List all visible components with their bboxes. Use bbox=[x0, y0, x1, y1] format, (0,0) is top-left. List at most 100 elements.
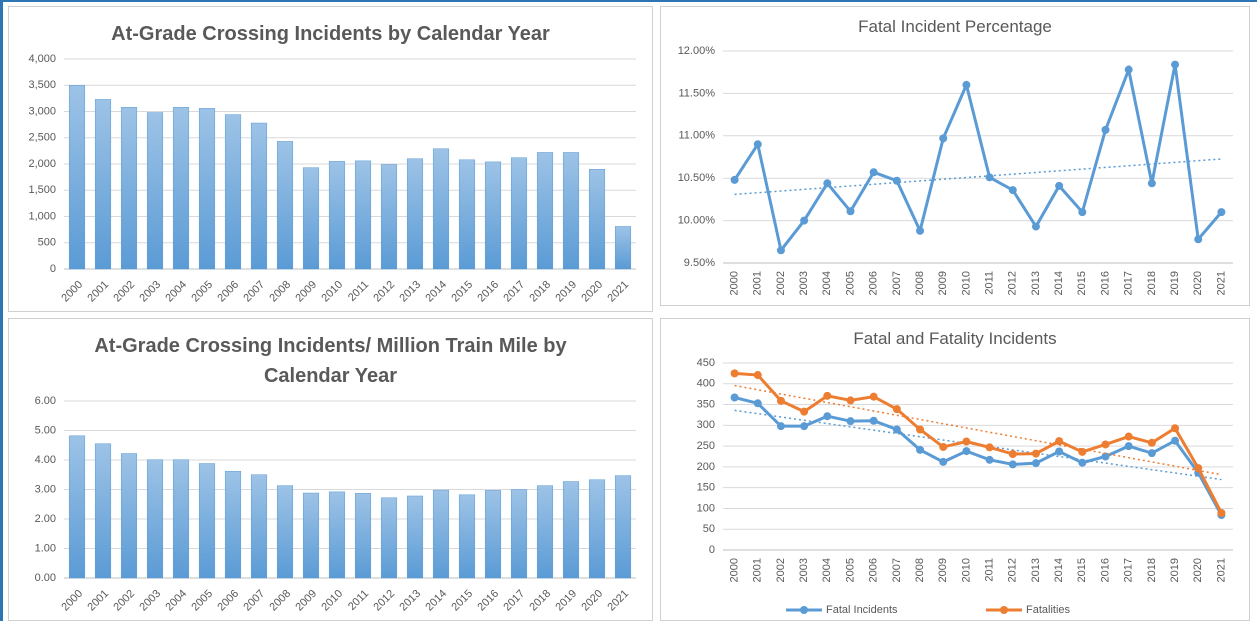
bar bbox=[536, 485, 554, 579]
y-tick-label: 5.00 bbox=[35, 424, 56, 436]
x-tick-label: 2021 bbox=[605, 588, 631, 614]
y-tick-label: 3.00 bbox=[35, 483, 56, 495]
x-tick-label: 2005 bbox=[844, 271, 856, 295]
series-line bbox=[734, 371, 1223, 514]
x-tick-label: 2012 bbox=[1007, 558, 1019, 582]
point bbox=[1171, 424, 1180, 433]
y-tick-label: 500 bbox=[38, 237, 56, 249]
y-tick-label: 0 bbox=[709, 544, 715, 556]
point bbox=[1055, 181, 1064, 190]
x-tick-label: 2006 bbox=[215, 279, 241, 305]
x-tick-label: 2003 bbox=[798, 271, 810, 295]
x-tick-label: 2002 bbox=[775, 271, 787, 295]
x-tick-label: 2019 bbox=[553, 279, 579, 305]
x-tick-label: 2016 bbox=[1099, 271, 1111, 295]
x-tick-label: 2004 bbox=[163, 279, 189, 305]
bar bbox=[536, 152, 554, 270]
point bbox=[753, 399, 762, 408]
x-tick-label: 2008 bbox=[267, 588, 293, 614]
x-tick-label: 2004 bbox=[821, 558, 833, 582]
point bbox=[939, 457, 948, 466]
bar bbox=[562, 152, 580, 270]
x-tick-label: 2019 bbox=[1169, 558, 1181, 582]
bar bbox=[354, 160, 372, 270]
x-tick-label: 2014 bbox=[423, 588, 449, 614]
bar bbox=[94, 99, 112, 270]
point bbox=[916, 226, 925, 235]
x-tick-label: 2013 bbox=[397, 588, 423, 614]
x-tick-label: 2012 bbox=[371, 588, 397, 614]
x-tick-label: 2018 bbox=[527, 279, 553, 305]
bar bbox=[510, 157, 528, 270]
bar bbox=[510, 489, 528, 579]
point bbox=[730, 175, 739, 184]
legend-label: Fatal Incidents bbox=[826, 604, 898, 616]
x-tick-label: 2004 bbox=[163, 588, 189, 614]
bar bbox=[224, 470, 242, 579]
x-tick-label: 2020 bbox=[579, 279, 605, 305]
point bbox=[1124, 65, 1133, 74]
point bbox=[1194, 235, 1203, 244]
y-tick-label: 9.50% bbox=[684, 257, 715, 269]
chart-panel: 0 500 1,000 1,500 2,000 2,500 3,000 3,500 4,000 2… bbox=[8, 6, 653, 312]
point bbox=[753, 140, 762, 149]
x-tick-label: 2013 bbox=[1030, 271, 1042, 295]
x-tick-label: 2012 bbox=[1007, 271, 1019, 295]
point bbox=[1101, 452, 1110, 461]
x-tick-label: 2015 bbox=[449, 588, 475, 614]
point bbox=[776, 246, 785, 255]
bar bbox=[302, 167, 320, 270]
series-line bbox=[733, 64, 1223, 254]
x-tick-label: 2017 bbox=[501, 279, 527, 305]
point bbox=[1008, 450, 1017, 459]
bar bbox=[614, 226, 632, 270]
x-tick-label: 2017 bbox=[1123, 271, 1135, 295]
point bbox=[939, 442, 948, 451]
point bbox=[892, 425, 901, 434]
x-tick-label: 2011 bbox=[346, 588, 371, 613]
chart: 0.00 1.00 2.00 3.00 4.00 5.00 6.00 2000 2001 2002… bbox=[35, 395, 636, 614]
x-tick-label: 2014 bbox=[1053, 271, 1065, 295]
chart-panel: 0.00 1.00 2.00 3.00 4.00 5.00 6.00 2000 2001 2002… bbox=[8, 318, 653, 621]
x-tick-label: 2009 bbox=[937, 558, 949, 582]
bar bbox=[614, 475, 632, 579]
bar bbox=[302, 492, 320, 579]
point bbox=[1031, 449, 1040, 458]
x-tick-label: 2021 bbox=[605, 279, 631, 305]
chart-panel: 9.50% 10.00% 10.50% 11.00% 11.50% 12.00% 2000 2… bbox=[660, 6, 1250, 306]
legend-label: Fatalities bbox=[1026, 604, 1071, 616]
bar bbox=[328, 161, 346, 270]
trend-line bbox=[734, 158, 1222, 196]
bar bbox=[276, 141, 294, 270]
point bbox=[985, 443, 994, 452]
point bbox=[1124, 442, 1133, 451]
bar bbox=[588, 169, 606, 270]
bar bbox=[120, 107, 138, 270]
x-tick-label: 2003 bbox=[137, 588, 163, 614]
y-tick-label: 2,500 bbox=[28, 132, 56, 144]
x-tick-label: 2008 bbox=[914, 558, 926, 582]
y-tick-label: 10.50% bbox=[678, 172, 716, 184]
x-tick-label: 2009 bbox=[937, 271, 949, 295]
x-tick-label: 2005 bbox=[189, 588, 215, 614]
chart-title: Fatal Incident Percentage bbox=[858, 17, 1052, 36]
point bbox=[869, 416, 878, 425]
y-tick-label: 100 bbox=[697, 502, 715, 514]
bar bbox=[354, 493, 372, 579]
x-tick-label: 2021 bbox=[1215, 271, 1227, 295]
x-tick-label: 2008 bbox=[914, 271, 926, 295]
point bbox=[1147, 438, 1156, 447]
bar bbox=[68, 85, 86, 270]
point bbox=[800, 216, 809, 225]
x-tick-label: 2008 bbox=[267, 279, 293, 305]
x-tick-label: 2015 bbox=[1076, 271, 1088, 295]
y-tick-label: 2.00 bbox=[35, 513, 56, 525]
x-tick-label: 2011 bbox=[983, 271, 995, 295]
x-tick-label: 2007 bbox=[891, 558, 903, 582]
x-tick-label: 2001 bbox=[752, 558, 764, 582]
point bbox=[1078, 208, 1087, 217]
bar bbox=[562, 481, 580, 579]
y-tick-label: 1,500 bbox=[28, 184, 56, 196]
y-tick-label: 4.00 bbox=[35, 454, 56, 466]
